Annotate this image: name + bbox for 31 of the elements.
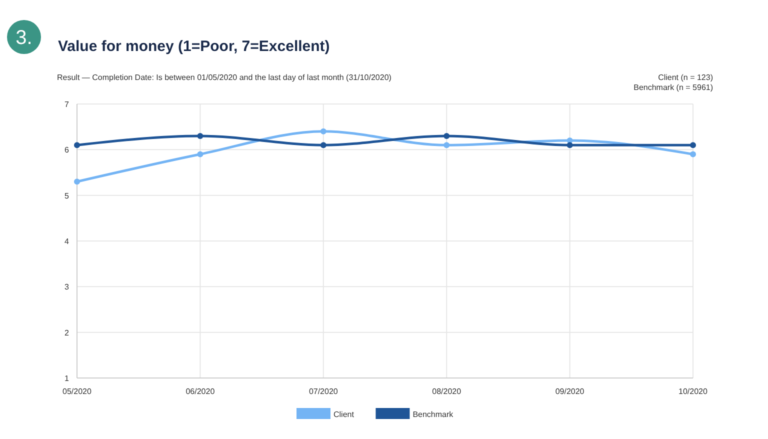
y-tick-label: 1 [64, 374, 70, 383]
y-tick-label: 5 [64, 191, 70, 200]
x-tick-label: 05/2020 [62, 387, 92, 396]
y-tick-label: 2 [64, 328, 70, 338]
point [566, 142, 573, 148]
point [690, 151, 696, 158]
chart-subtitle: Result — Completion Date: Is between 01/05/2020 and the last day of last month (31/10/2020) [57, 73, 392, 82]
text: Client (n = 123) [658, 73, 714, 82]
y-tick-label: 6 [64, 146, 70, 155]
legend-label: Benchmark [412, 410, 454, 419]
point [320, 142, 326, 148]
x-tick-label: 08/2020 [432, 387, 462, 396]
chart-title: Value for money (1=Poor, 7=Excellent) [58, 38, 330, 55]
text: 3. [16, 27, 32, 49]
point [197, 151, 204, 158]
x-tick-label: 07/2020 [308, 387, 338, 396]
point [74, 178, 80, 185]
x-tick-label: 09/2020 [555, 387, 585, 396]
point [320, 128, 326, 134]
point [197, 132, 204, 139]
x-tick-label: 06/2020 [186, 387, 216, 396]
x-tick-label: 10/2020 [678, 387, 708, 396]
y-tick-label: 4 [64, 237, 70, 246]
y-tick-label: 7 [64, 100, 70, 109]
text: Benchmark (n = 5961) [634, 83, 714, 92]
y-tick-label: 3 [64, 282, 70, 292]
legend-label: Client [334, 410, 355, 419]
point [444, 132, 450, 139]
point [690, 142, 696, 148]
point [74, 142, 80, 148]
point [444, 142, 450, 148]
